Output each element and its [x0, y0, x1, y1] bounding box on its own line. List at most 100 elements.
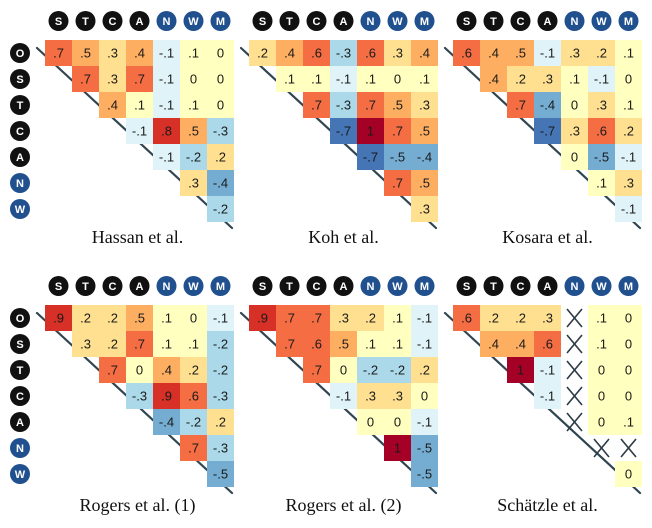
- cell-value-label: .9: [257, 311, 268, 326]
- heatmap-cell: [615, 144, 642, 170]
- column-header-m-icon: M: [618, 11, 639, 31]
- cell-value-label: .2: [515, 311, 526, 326]
- heatmap-cell: [357, 331, 384, 357]
- heatmap-cell: [45, 40, 72, 66]
- badge-circle: [10, 360, 30, 380]
- cell-value-label: .6: [461, 46, 472, 61]
- cell-value-label: -.2: [213, 363, 228, 378]
- heatmap-cell: [588, 40, 615, 66]
- heatmap-cell: [207, 170, 234, 196]
- cell-value-label: .1: [161, 337, 172, 352]
- column-header-n-icon: N: [156, 276, 177, 296]
- cell-value-label: .2: [107, 311, 118, 326]
- heatmap-cell: [153, 305, 180, 331]
- cell-value-label: .6: [365, 46, 376, 61]
- badge-letter: T: [82, 281, 89, 293]
- cell-value-label: .7: [392, 124, 403, 139]
- column-header-t-icon: T: [483, 276, 504, 296]
- row-header-t-icon: T: [10, 95, 30, 115]
- column-header-t-icon: T: [483, 11, 504, 31]
- badge-circle: [510, 276, 531, 296]
- row-header-a-icon: A: [10, 412, 30, 432]
- heatmap-cell: [303, 66, 330, 92]
- cell-value-label: .3: [80, 337, 91, 352]
- heatmap-cell: [384, 357, 411, 383]
- heatmap-cell: [180, 357, 207, 383]
- heatmap-cell: [330, 357, 357, 383]
- cell-value-label: .3: [596, 98, 607, 113]
- badge-circle: [456, 11, 477, 31]
- badge-letter: A: [16, 152, 24, 164]
- cell-value-label: .7: [188, 441, 199, 456]
- column-header-w-icon: W: [183, 276, 204, 296]
- cell-value-label: .3: [569, 46, 580, 61]
- heatmap-cell: [411, 409, 438, 435]
- badge-circle: [537, 11, 558, 31]
- cell-value-label: -.1: [417, 337, 432, 352]
- cell-value-label: .3: [188, 176, 199, 191]
- cell-value-label: -.5: [390, 150, 405, 165]
- cell-value-label: .5: [419, 124, 430, 139]
- badge-letter: M: [420, 281, 429, 293]
- badge-letter: S: [55, 16, 62, 28]
- cell-value-label: .7: [80, 72, 91, 87]
- heatmap-cell: [207, 383, 234, 409]
- cell-value-label: -.1: [540, 389, 555, 404]
- row-header-c-icon: C: [10, 121, 30, 141]
- heatmap-cell: [411, 196, 438, 222]
- heatmap-cell: [303, 357, 330, 383]
- column-header-s-icon: S: [456, 276, 477, 296]
- heatmap-cell: [480, 66, 507, 92]
- heatmap-cell: [153, 409, 180, 435]
- cell-value-label: .5: [134, 311, 145, 326]
- cell-value-label: .2: [215, 415, 226, 430]
- cell-value-label: .1: [419, 72, 430, 87]
- badge-circle: [10, 386, 30, 406]
- cross-stroke: [566, 360, 583, 380]
- panel-caption: Koh et al.: [308, 227, 379, 247]
- badge-letter: N: [571, 16, 579, 28]
- excluded-cell-cross-icon: [566, 334, 583, 354]
- badge-letter: C: [109, 16, 117, 28]
- cell-value-label: .1: [392, 311, 403, 326]
- cell-value-label: .6: [596, 124, 607, 139]
- heatmap-cell: [507, 66, 534, 92]
- column-header-c-icon: C: [510, 11, 531, 31]
- cell-value-label: -.1: [213, 311, 228, 326]
- badge-circle: [252, 276, 273, 296]
- column-header-a-icon: A: [333, 11, 354, 31]
- cell-value-label: 0: [625, 363, 632, 378]
- heatmap-cell: [357, 118, 384, 144]
- cell-value-label: .3: [542, 72, 553, 87]
- cell-value-label: -.5: [417, 467, 432, 482]
- cell-value-label: .7: [392, 176, 403, 191]
- heatmap-cell: [384, 170, 411, 196]
- row-header-t-icon: T: [10, 360, 30, 380]
- heatmap-cell: [588, 118, 615, 144]
- panel-caption: Schätzle et al.: [497, 495, 598, 515]
- heatmap-cell: [207, 357, 234, 383]
- cell-value-label: 0: [217, 98, 224, 113]
- heatmap-cell: [207, 305, 234, 331]
- badge-letter: C: [313, 281, 321, 293]
- row-header-w-icon: W: [10, 464, 30, 484]
- badge-letter: N: [16, 443, 24, 455]
- heatmap-cell: [534, 383, 561, 409]
- badge-circle: [360, 11, 381, 31]
- heatmap-cell: [384, 118, 411, 144]
- heatmap-cell: [180, 331, 207, 357]
- heatmap-cell: [615, 92, 642, 118]
- heatmap-cell: [615, 170, 642, 196]
- heatmap-cell: [72, 331, 99, 357]
- column-header-n-icon: N: [360, 276, 381, 296]
- column-header-w-icon: W: [387, 276, 408, 296]
- cell-value-label: .1: [311, 72, 322, 87]
- heatmap-cell: [126, 66, 153, 92]
- badge-letter: M: [624, 281, 633, 293]
- badge-circle: [414, 276, 435, 296]
- badge-circle: [10, 464, 30, 484]
- column-header-n-icon: N: [156, 11, 177, 31]
- heatmap-cell: [507, 305, 534, 331]
- badge-circle: [10, 308, 30, 328]
